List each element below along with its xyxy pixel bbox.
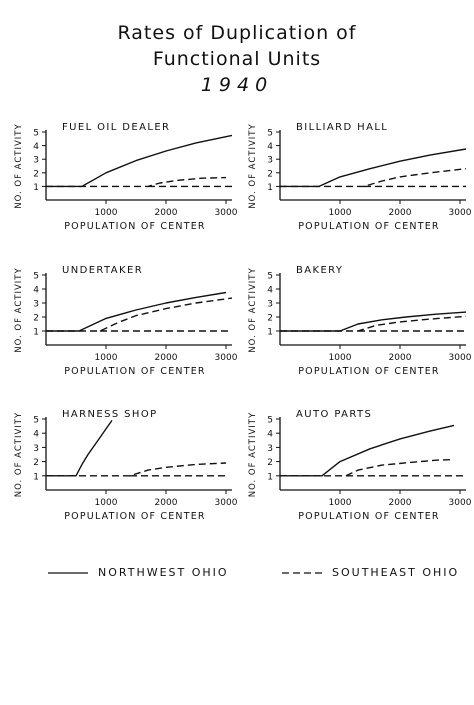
chart-4-y-tick-label: 2: [267, 314, 273, 324]
chart-2-y-tick-label: 2: [267, 169, 273, 179]
chart-1-x-tick-label: 3000: [215, 208, 238, 218]
chart-5-y-tick-label: 4: [33, 430, 39, 440]
chart-title-line-1: Rates of Duplication of: [117, 22, 357, 44]
chart-3-y-tick-label: 2: [33, 314, 39, 324]
chart-5-x-tick-label: 1000: [95, 498, 118, 508]
chart-1-series-southeast: [46, 176, 227, 188]
chart-3-x-tick-label: 3000: [215, 353, 238, 363]
legend-solid-line-icon: [48, 571, 88, 574]
chart-2-x-tick-label: 2000: [389, 208, 412, 218]
chart-3-panel-title: UNDERTAKER: [62, 265, 143, 276]
chart-6-panel-title: AUTO PARTS: [296, 409, 372, 420]
chart-3-y-tick-label: 4: [33, 286, 39, 296]
chart-3-x-tick-label: 1000: [95, 353, 118, 363]
chart-5-x-axis-label: POPULATION OF CENTER: [64, 511, 205, 522]
chart-2-x-axis-label: POPULATION OF CENTER: [298, 221, 439, 232]
chart-5-y-tick-label: 1: [33, 472, 39, 482]
chart-6-x-axis-label: POPULATION OF CENTER: [298, 511, 439, 522]
chart-6-y-tick-label: 5: [267, 416, 273, 426]
chart-1-y-tick-label: 4: [33, 142, 39, 152]
chart-6-x-tick-label: 3000: [449, 498, 472, 508]
chart-5-y-axis-label: NO. OF ACTIVITY: [14, 412, 24, 497]
chart-2-series-southeast: [280, 168, 467, 188]
chart-title-year: 1940: [200, 74, 274, 96]
chart-2-y-tick-label: 3: [267, 156, 273, 166]
chart-6-series-southeast: [280, 458, 455, 477]
chart-6-y-tick-label: 3: [267, 444, 273, 454]
chart-4-series-southeast: [280, 315, 467, 332]
chart-6-y-tick-label: 1: [267, 472, 273, 482]
chart-5-x-tick-label: 3000: [215, 498, 238, 508]
chart-1-y-tick-label: 5: [33, 129, 39, 139]
chart-4-x-tick-label: 2000: [389, 353, 412, 363]
chart-6-y-axis-label: NO. OF ACTIVITY: [248, 412, 258, 497]
chart-1-y-axis-label: NO. OF ACTIVITY: [14, 123, 24, 208]
chart-1-y-tick-label: 2: [33, 169, 39, 179]
chart-5-y-tick-label: 5: [33, 416, 39, 426]
chart-5-panel-title: HARNESS SHOP: [62, 409, 158, 420]
chart-5-y-tick-label: 2: [33, 458, 39, 468]
chart-3-series-northwest: [46, 291, 227, 332]
chart-4-y-axis-label: NO. OF ACTIVITY: [248, 267, 258, 352]
chart-6-y-tick-label: 4: [267, 430, 273, 440]
chart-4-y-tick-label: 3: [267, 300, 273, 310]
chart-2-series-northwest: [280, 148, 467, 188]
chart-3-y-tick-label: 3: [33, 300, 39, 310]
chart-6-series-northwest: [280, 424, 455, 477]
chart-4-series-northwest: [280, 311, 467, 332]
chart-1-y-tick-label: 3: [33, 156, 39, 166]
chart-1-y-tick-label: 1: [33, 183, 39, 193]
chart-4-x-axis-label: POPULATION OF CENTER: [298, 366, 439, 377]
chart-2-y-axis-label: NO. OF ACTIVITY: [248, 123, 258, 208]
chart-1-x-axis-label: POPULATION OF CENTER: [64, 221, 205, 232]
chart-3-x-axis-label: POPULATION OF CENTER: [64, 366, 205, 377]
chart-3-x-tick-label: 2000: [155, 353, 178, 363]
chart-4-y-tick-label: 5: [267, 272, 273, 282]
chart-4-x-tick-label: 1000: [329, 353, 352, 363]
chart-4-x-tick-label: 3000: [449, 353, 472, 363]
chart-5-series-southeast: [46, 462, 227, 477]
chart-2-x-tick-label: 3000: [449, 208, 472, 218]
chart-6-y-tick-label: 2: [267, 458, 273, 468]
chart-5-y-tick-label: 3: [33, 444, 39, 454]
legend-northwest: NORTHWEST OHIO: [48, 566, 229, 579]
chart-4-panel-title: BAKERY: [296, 265, 343, 276]
legend-southeast-label: SOUTHEAST OHIO: [332, 566, 460, 579]
chart-4-y-tick-label: 1: [267, 328, 273, 338]
chart-3-y-tick-label: 5: [33, 272, 39, 282]
chart-1-x-tick-label: 2000: [155, 208, 178, 218]
chart-3-series-southeast: [46, 297, 233, 332]
chart-2-y-tick-label: 4: [267, 142, 273, 152]
chart-1-x-tick-label: 1000: [95, 208, 118, 218]
legend-dashed-line-icon: [282, 571, 322, 574]
chart-5-x-tick-label: 2000: [155, 498, 178, 508]
legend-southeast: SOUTHEAST OHIO: [282, 566, 459, 579]
chart-3-y-tick-label: 1: [33, 328, 39, 338]
chart-4-y-tick-label: 4: [267, 286, 273, 296]
legend-northwest-label: NORTHWEST OHIO: [98, 566, 229, 579]
chart-6-x-tick-label: 2000: [389, 498, 412, 508]
chart-1-panel-title: FUEL OIL DEALER: [62, 122, 170, 133]
chart-5-series-northwest: [46, 419, 113, 477]
chart-title-line-2: Functional Units: [152, 48, 322, 70]
chart-3-y-axis-label: NO. OF ACTIVITY: [14, 267, 24, 352]
chart-2-y-tick-label: 1: [267, 183, 273, 193]
chart-2-panel-title: BILLIARD HALL: [296, 122, 388, 133]
chart-6-x-tick-label: 1000: [329, 498, 352, 508]
chart-2-y-tick-label: 5: [267, 129, 273, 139]
chart-2-x-tick-label: 1000: [329, 208, 352, 218]
